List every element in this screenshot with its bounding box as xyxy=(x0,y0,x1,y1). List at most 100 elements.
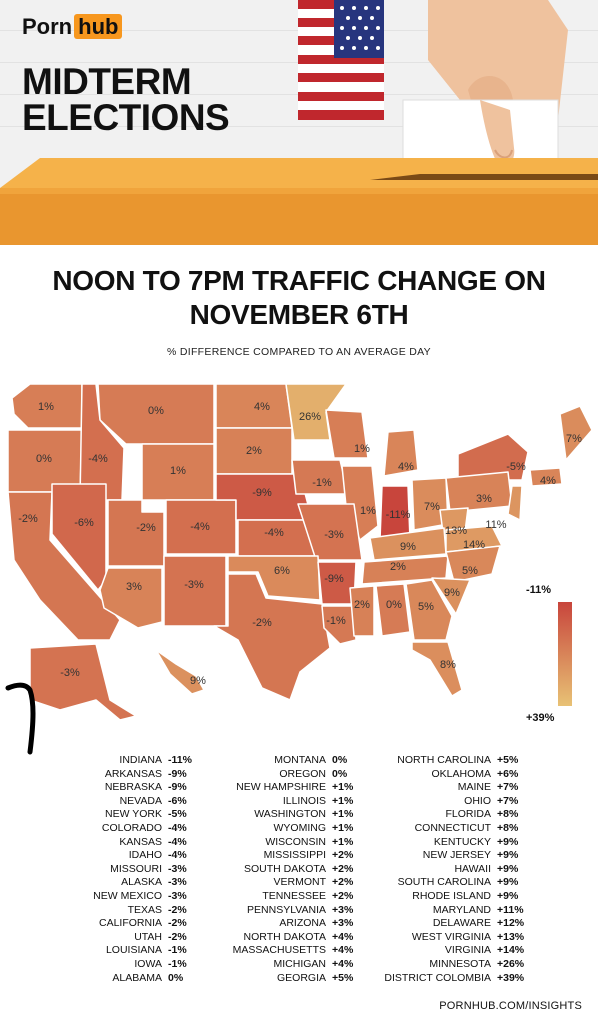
us-flag-icon xyxy=(298,0,384,120)
state-value: +1% xyxy=(332,808,354,821)
state-label-new-jersey: 11% xyxy=(485,519,506,531)
headline-line-1: MIDTERM xyxy=(22,61,192,102)
legend-max-label: +39% xyxy=(526,712,555,724)
state-name: MINNESOTA xyxy=(429,957,491,970)
state-name: VERMONT xyxy=(273,876,327,889)
state-value: +9% xyxy=(497,835,519,848)
state-label-tennessee: 2% xyxy=(390,561,406,573)
state-value: +1% xyxy=(332,781,354,794)
table-row: INDIANA -11% xyxy=(0,754,202,768)
state-label-georgia: 5% xyxy=(418,601,434,613)
chart-title: NOON TO 7PM TRAFFIC CHANGE ON NOVEMBER 6… xyxy=(0,264,598,332)
source-footer: PORNHUB.COM/INSIGHTS xyxy=(439,1000,582,1012)
state-name: DELAWARE xyxy=(432,917,491,930)
state-new-mexico xyxy=(163,555,227,627)
table-row: WASHINGTON +1% xyxy=(0,808,368,822)
state-name: CALIFORNIA xyxy=(98,917,162,930)
state-label-colorado: -4% xyxy=(190,521,210,533)
headline-line-2: ELECTIONS xyxy=(22,97,230,138)
state-name: HAWAII xyxy=(454,862,491,875)
table-row: MISSOURI -3% xyxy=(0,863,202,877)
state-value: +14% xyxy=(497,944,525,957)
state-label-california: -2% xyxy=(18,513,38,525)
state-name: VIRGINIA xyxy=(444,944,491,957)
state-name: MONTANA xyxy=(274,754,326,766)
table-row: KENTUCKY +9% xyxy=(0,836,537,850)
state-value: +3% xyxy=(332,917,354,930)
state-north-carolina xyxy=(445,545,501,583)
state-label-florida: 8% xyxy=(440,659,456,671)
state-label-ohio: 7% xyxy=(424,501,440,513)
state-label-kentucky: 9% xyxy=(400,541,416,553)
state-arizona xyxy=(99,567,163,629)
state-value: +6% xyxy=(497,767,519,780)
state-label-alaska: -3% xyxy=(60,667,80,679)
state-name: TEXAS xyxy=(127,903,162,916)
table-row: IDAHO -4% xyxy=(0,849,202,863)
state-name: PENNSYLVANIA xyxy=(247,903,326,916)
state-name: NEW HAMPSHIRE xyxy=(236,781,326,794)
state-name: GEORGIA xyxy=(276,971,326,984)
state-michigan xyxy=(383,429,419,477)
state-south-carolina xyxy=(431,577,471,615)
state-label-missouri: -3% xyxy=(324,529,344,541)
table-row: MAINE +7% xyxy=(0,781,537,795)
state-illinois xyxy=(341,465,379,541)
brand-logo-text: Porn xyxy=(22,14,73,39)
table-row: TENNESSEE +2% xyxy=(0,890,368,904)
state-alaska xyxy=(29,643,137,721)
state-name: KANSAS xyxy=(119,835,162,848)
state-label-nevada: -6% xyxy=(74,517,94,529)
state-label-virginia: 14% xyxy=(463,539,485,551)
state-value: +1% xyxy=(332,794,354,807)
table-row: MONTANA 0% xyxy=(0,754,368,768)
state-value: -1% xyxy=(168,944,187,957)
state-new-jersey xyxy=(507,485,523,521)
state-label-minnesota: 26% xyxy=(299,411,321,423)
state-massachusetts xyxy=(529,467,563,487)
state-wisconsin xyxy=(325,409,369,459)
table-row: DELAWARE +12% xyxy=(0,917,537,931)
state-name: OHIO xyxy=(464,794,491,807)
state-name: NEW MEXICO xyxy=(93,889,162,902)
state-label-massachusetts: 4% xyxy=(540,475,556,487)
state-value: +9% xyxy=(497,876,519,889)
state-texas xyxy=(213,573,331,701)
state-name: DISTRICT COLOMBIA xyxy=(384,971,491,984)
brand-logo-badge: hub xyxy=(74,14,123,39)
legend-min-label: -11% xyxy=(526,584,552,596)
state-value: +9% xyxy=(497,889,519,902)
state-alabama xyxy=(375,583,411,637)
table-row: SOUTH CAROLINA +9% xyxy=(0,876,537,890)
state-value: +5% xyxy=(332,971,354,984)
table-row: NEW YORK -5% xyxy=(0,808,202,822)
table-row: PENNSYLVANIA +3% xyxy=(0,904,368,918)
state-value: -5% xyxy=(168,808,187,821)
table-row: NEVADA -6% xyxy=(0,795,202,809)
table-row: WEST VIRGINIA +13% xyxy=(0,931,537,945)
table-row: NEW JERSEY +9% xyxy=(0,849,537,863)
state-label-nebraska: -9% xyxy=(252,487,272,499)
state-name: MARYLAND xyxy=(432,903,491,916)
state-maine xyxy=(559,405,593,461)
table-row: MICHIGAN +4% xyxy=(0,958,368,972)
state-value: +39% xyxy=(497,971,525,984)
state-label-idaho: -4% xyxy=(88,453,108,465)
state-name: SOUTH CAROLINA xyxy=(397,876,491,889)
state-label-iowa: -1% xyxy=(312,477,332,489)
state-value: -4% xyxy=(168,835,187,848)
table-row: MINNESOTA +26% xyxy=(0,958,537,972)
state-name: IOWA xyxy=(134,957,162,970)
table-row: OREGON 0% xyxy=(0,768,368,782)
state-louisiana xyxy=(321,605,357,645)
state-label-oklahoma: 6% xyxy=(274,565,290,577)
table-row: NEW HAMPSHIRE +1% xyxy=(0,781,368,795)
state-value: +13% xyxy=(497,930,525,943)
state-name: ALABAMA xyxy=(112,971,162,984)
state-label-louisiana: -1% xyxy=(326,615,346,627)
state-name: KENTUCKY xyxy=(433,835,491,848)
state-name: WASHINGTON xyxy=(254,808,326,821)
state-name: ALASKA xyxy=(121,876,162,889)
state-label-west-virginia: 13% xyxy=(445,525,467,537)
state-name: MAINE xyxy=(457,781,491,794)
